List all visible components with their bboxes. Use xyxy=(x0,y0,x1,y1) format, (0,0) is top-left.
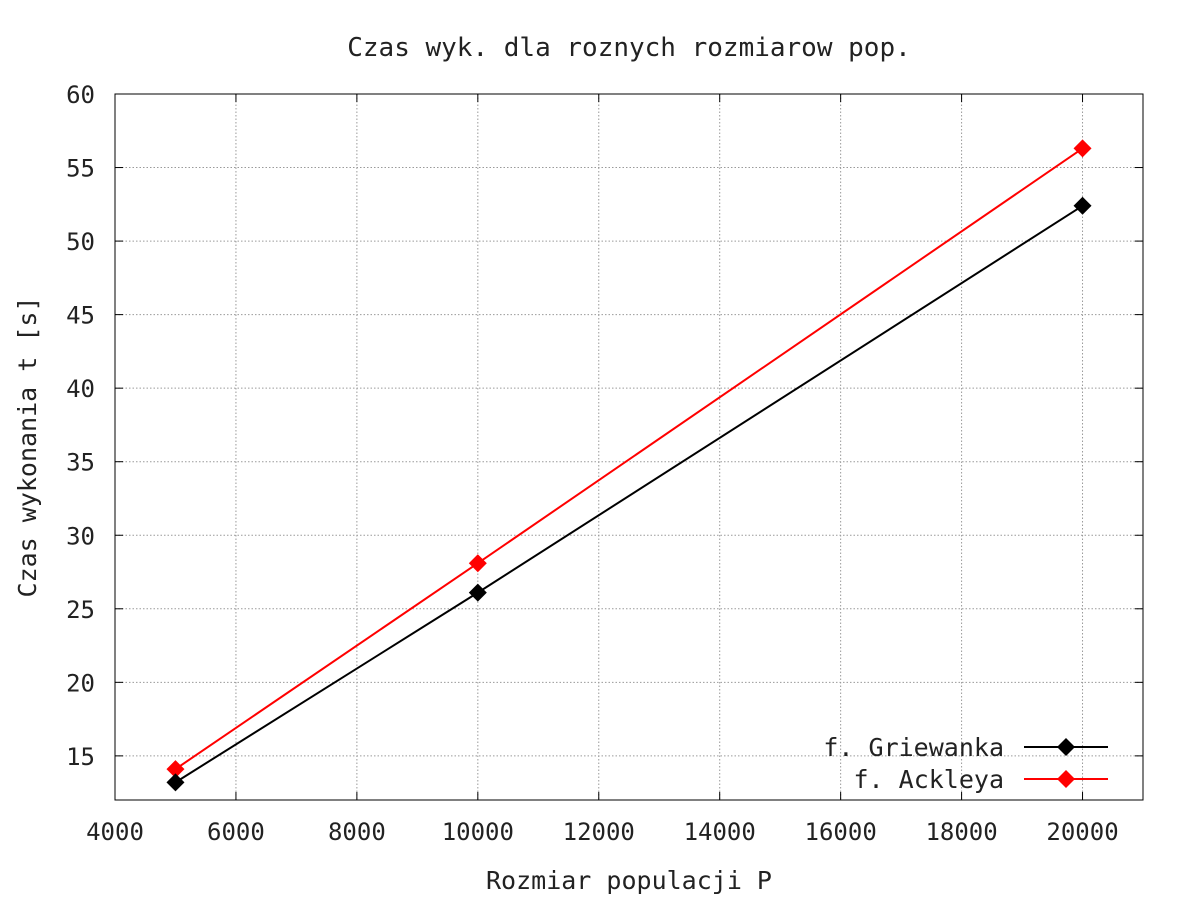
chart-title: Czas wyk. dla roznych rozmiarow pop. xyxy=(347,33,911,63)
x-tick-label: 18000 xyxy=(925,818,997,846)
legend: f. Griewanka f. Ackleya xyxy=(823,733,1108,794)
y-tick-label: 30 xyxy=(66,522,95,550)
x-tick-label: 4000 xyxy=(86,818,144,846)
y-tick-label: 55 xyxy=(66,155,95,183)
x-axis-label: Rozmiar populacji P xyxy=(486,866,772,895)
x-tick-label: 10000 xyxy=(442,818,514,846)
grid xyxy=(115,94,1143,800)
legend-label: f. Griewanka xyxy=(823,733,1004,762)
data-point-marker xyxy=(468,554,487,573)
x-tick-label: 8000 xyxy=(328,818,386,846)
x-tick-label: 12000 xyxy=(563,818,635,846)
series-group xyxy=(166,139,1092,792)
x-tick-label: 16000 xyxy=(805,818,877,846)
series-line xyxy=(174,204,1084,784)
legend-label: f. Ackleya xyxy=(853,765,1004,794)
y-tick-label: 50 xyxy=(66,228,95,256)
data-point-marker xyxy=(166,760,185,779)
y-tick-label: 45 xyxy=(66,302,95,330)
y-tick-label: 40 xyxy=(66,375,95,403)
x-tick-label: 14000 xyxy=(684,818,756,846)
y-tick-label: 20 xyxy=(66,669,95,697)
axis-ticks xyxy=(114,93,1143,800)
y-tick-label: 60 xyxy=(66,81,95,109)
legend-marker xyxy=(1057,770,1075,788)
y-tick-label: 15 xyxy=(66,743,95,771)
data-point-marker xyxy=(1073,196,1092,215)
legend-marker xyxy=(1057,738,1075,756)
x-tick-label: 6000 xyxy=(207,818,265,846)
y-axis-label: Czas wykonania t [s] xyxy=(13,296,42,597)
x-tick-label: 20000 xyxy=(1046,818,1118,846)
data-point-marker xyxy=(468,583,487,602)
plot-frame xyxy=(114,93,1144,801)
tick-labels: 4000 6000 8000 10000 12000 14000 16000 18000 200… xyxy=(66,81,1119,846)
data-point-marker xyxy=(1073,139,1092,158)
y-tick-label: 35 xyxy=(66,449,95,477)
y-tick-label: 25 xyxy=(66,596,95,624)
data-point-marker xyxy=(166,773,185,792)
